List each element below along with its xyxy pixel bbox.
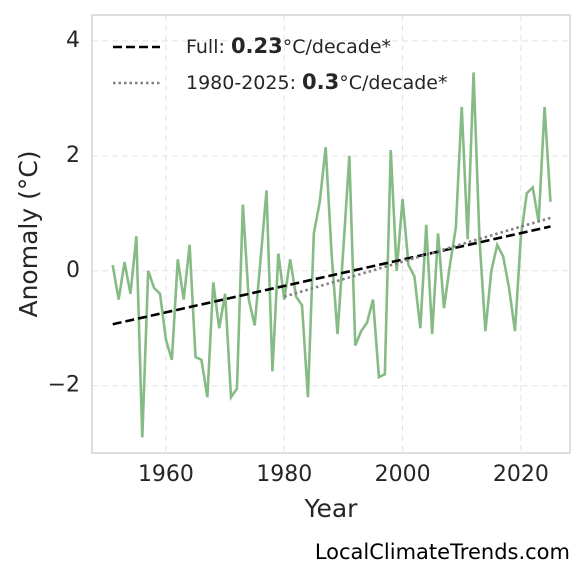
trend-line	[283, 216, 551, 298]
x-tick-label: 2000	[375, 462, 431, 487]
x-tick-label: 2020	[493, 462, 549, 487]
legend-label-part: 0.23	[231, 34, 283, 58]
legend-label-part: 1980-2025:	[186, 72, 302, 94]
y-tick-label: 2	[66, 143, 80, 168]
y-axis-label: Anomaly (°C)	[14, 150, 43, 317]
legend-label-part: Full:	[186, 36, 231, 58]
x-tick-label: 1960	[138, 462, 194, 487]
x-tick-label: 1980	[256, 462, 312, 487]
y-tick-label: 0	[66, 258, 80, 283]
legend-label-part: 0.3	[302, 70, 339, 94]
trend-line	[112, 225, 551, 326]
legend-label-part: °C/decade*	[283, 36, 391, 58]
plot-frame	[91, 14, 571, 454]
legend-label: 1980-2025: 0.3°C/decade*	[186, 70, 447, 94]
y-tick-label: −2	[48, 373, 80, 398]
source: LocalClimateTrends.com	[315, 540, 570, 564]
y-tick-label: 4	[66, 28, 80, 53]
x-axis-label: Year	[304, 494, 359, 523]
data-line	[111, 72, 552, 438]
legend-label-part: °C/decade*	[339, 72, 447, 94]
legend-label: Full: 0.23°C/decade*	[186, 34, 391, 58]
